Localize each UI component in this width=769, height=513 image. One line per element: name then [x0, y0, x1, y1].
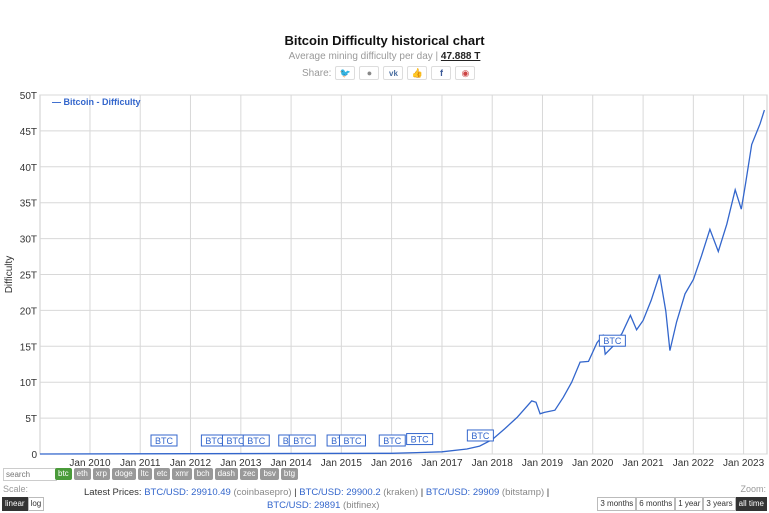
share-bar: Share: 🐦 ● vk 👍 f ◉	[302, 66, 476, 80]
zoom-label: Zoom:	[740, 484, 766, 494]
x-tick-label: Jan 2021	[623, 458, 665, 469]
y-tick-label: 5T	[25, 414, 37, 425]
reddit-icon[interactable]: ●	[359, 66, 380, 80]
chart-title: Bitcoin Difficulty historical chart	[284, 33, 485, 48]
y-tick-label: 10T	[20, 378, 37, 389]
x-tick-label: Jan 2016	[371, 458, 413, 469]
price-bitstamp[interactable]: BTC/USD: 29909	[425, 487, 500, 498]
x-tick-label: Jan 2011	[120, 458, 161, 469]
coin-tab-dash[interactable]: dash	[214, 468, 238, 480]
x-tick-label: Jan 2014	[271, 458, 313, 469]
x-tick-label: Jan 2010	[69, 458, 111, 469]
annotation-label: BTC	[155, 436, 174, 446]
y-tick-label: 50T	[20, 91, 37, 102]
annotation-label: BTC	[411, 435, 430, 445]
coin-tab-bch[interactable]: bch	[193, 468, 213, 480]
scale-button-linear[interactable]: linear	[2, 497, 28, 511]
zoom-button-3-years[interactable]: 3 years	[703, 497, 736, 511]
legend-item[interactable]: — Bitcoin - Difficulty	[52, 97, 141, 107]
y-tick-label: 25T	[20, 271, 37, 282]
y-axis-label: Difficulty	[4, 256, 15, 294]
y-tick-label: 40T	[20, 163, 37, 174]
y-tick-label: 15T	[20, 342, 37, 353]
annotation-label: BTC	[226, 436, 245, 446]
search-input[interactable]	[3, 468, 57, 481]
x-tick-label: Jan 2022	[673, 458, 715, 469]
scale-label: Scale:	[3, 484, 29, 494]
coin-tab-zec[interactable]: zec	[239, 468, 259, 480]
annotation-label: BTC	[293, 436, 312, 446]
like-icon[interactable]: 👍	[407, 66, 428, 80]
chart-subtitle: Average mining difficulty per day | 47.8…	[0, 51, 769, 62]
coin-tab-ltc[interactable]: ltc	[137, 468, 152, 480]
scale-buttons: linear log	[2, 497, 45, 511]
zoom-button-6-months[interactable]: 6 months	[636, 497, 676, 511]
annotation-flag[interactable]	[338, 434, 366, 447]
zoom-button-3-months[interactable]: 3 months	[597, 497, 637, 511]
exchange-bitstamp: (bitstamp)	[501, 487, 545, 498]
annotation-flag[interactable]	[378, 434, 406, 447]
legend-label: Bitcoin - Difficulty	[63, 97, 141, 107]
x-tick-label: Jan 2017	[421, 458, 463, 469]
facebook-icon[interactable]: f	[431, 66, 452, 80]
weibo-icon[interactable]: ◉	[455, 66, 476, 80]
y-tick-label: 30T	[20, 235, 37, 246]
x-tick-label: Jan 2013	[220, 458, 262, 469]
x-tick-label: Jan 2012	[170, 458, 212, 469]
vk-icon[interactable]: vk	[383, 66, 404, 80]
coin-tab-btc[interactable]: btc	[55, 468, 72, 480]
latest-prices: Latest Prices: BTC/USD: 29910.49 (coinba…	[84, 487, 550, 511]
prices-label: Latest Prices:	[84, 487, 142, 498]
y-tick-label: 45T	[20, 127, 37, 138]
coin-tab-xrp[interactable]: xrp	[92, 468, 110, 480]
y-tick-label: 0	[31, 450, 37, 461]
x-tick-label: Jan 2019	[522, 458, 564, 469]
scale-button-log[interactable]: log	[27, 497, 45, 511]
annotation-flag[interactable]	[466, 429, 494, 442]
zoom-button-all-time[interactable]: all time	[735, 497, 767, 511]
exchange-bitfinex: (bitfinex)	[343, 500, 380, 511]
coin-tab-doge[interactable]: doge	[111, 468, 136, 480]
annotation-label: BTC	[205, 436, 224, 446]
coin-tabs: btc eth xrp doge ltc etc xmr bch dash zec bsv btg	[55, 468, 299, 480]
y-tick-label: 20T	[20, 306, 37, 317]
share-label: Share:	[302, 67, 332, 79]
annotation-flag[interactable]	[598, 334, 626, 347]
subtitle-text: Average mining difficulty per day |	[288, 51, 439, 62]
annotation-flag[interactable]	[150, 434, 178, 447]
zoom-buttons: 3 months 6 months 1 year 3 years all time	[597, 497, 767, 511]
exchange-kraken: (kraken)	[383, 487, 419, 498]
coin-tab-eth[interactable]: eth	[73, 468, 91, 480]
twitter-icon[interactable]: 🐦	[335, 66, 356, 80]
annotation-label: BTC	[603, 336, 622, 346]
annotation-label: BTC	[471, 431, 490, 441]
coin-tab-bsv[interactable]: bsv	[260, 468, 279, 480]
annotation-flag[interactable]	[242, 434, 270, 447]
coin-tab-xmr[interactable]: xmr	[172, 468, 192, 480]
zoom-button-1-year[interactable]: 1 year	[675, 497, 704, 511]
price-coinbasepro[interactable]: BTC/USD: 29910.49	[144, 487, 231, 498]
exchange-coinbasepro: (coinbasepro)	[233, 487, 292, 498]
x-tick-label: Jan 2020	[572, 458, 614, 469]
annotation-flag[interactable]	[288, 434, 316, 447]
price-bitfinex[interactable]: BTC/USD: 29891	[267, 500, 341, 511]
series-line[interactable]	[39, 109, 766, 455]
y-tick-label: 35T	[20, 199, 37, 210]
annotation-label: BTC	[383, 436, 402, 446]
price-kraken[interactable]: BTC/USD: 29900.2	[299, 487, 381, 498]
x-tick-label: Jan 2015	[321, 458, 363, 469]
annotation-label: BTC	[247, 436, 266, 446]
annotation-label: BTC	[343, 436, 362, 446]
current-difficulty-value[interactable]: 47.888 T	[440, 51, 481, 62]
x-tick-label: Jan 2023	[723, 458, 765, 469]
coin-tab-etc[interactable]: etc	[153, 468, 171, 480]
coin-tab-btg[interactable]: btg	[280, 468, 299, 480]
annotation-flag[interactable]	[406, 433, 434, 446]
x-tick-label: Jan 2018	[472, 458, 514, 469]
